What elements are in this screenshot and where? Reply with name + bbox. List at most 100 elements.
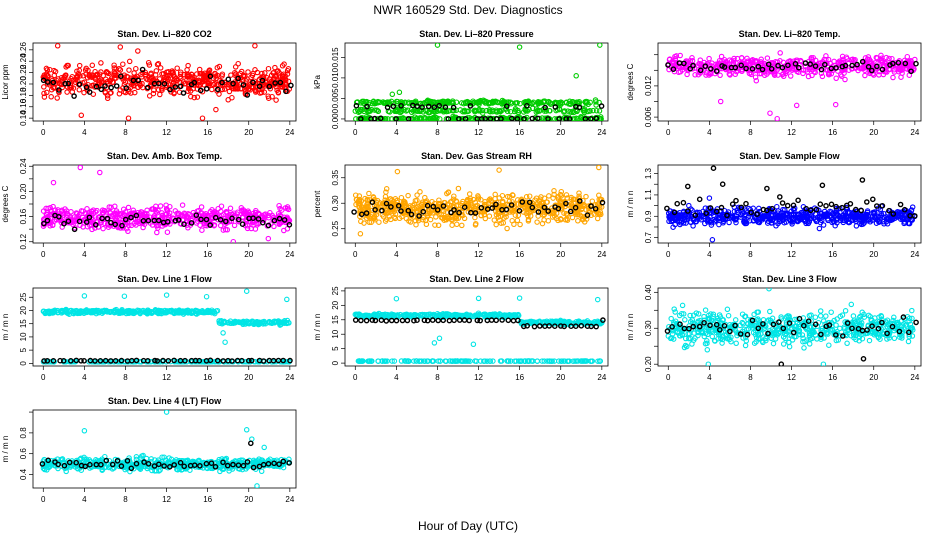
data-point [500,100,507,107]
data-point [732,216,739,223]
hourly-point [225,76,232,83]
hourly-point [563,200,569,207]
data-point [93,309,99,315]
hourly-point [489,205,496,211]
hourly-point [419,104,425,110]
data-point [706,195,713,201]
data-point [50,222,56,228]
data-point [516,44,523,50]
data-point [366,108,372,115]
data-point [235,319,242,325]
hourly-point [235,216,242,223]
data-point [827,60,833,67]
data-point [805,73,812,80]
data-point [153,308,159,314]
hourly-point [493,201,499,208]
hourly-point [702,63,709,69]
data-point [844,215,850,221]
data-point [115,359,122,365]
hourly-point [287,357,293,364]
x-tick-label: 16 [515,250,524,259]
hourly-point [155,217,162,224]
y-tick-label: 20 [331,300,340,309]
hourly-point [508,202,515,208]
data-point [138,74,145,80]
data-point [209,214,215,221]
x-tick-label: 4 [394,250,399,259]
data-point [570,109,577,116]
data-point [434,43,441,48]
hourly-point [690,62,696,69]
data-point [65,62,71,69]
hourly-point [259,77,266,84]
data-point [509,199,516,205]
data-point [465,197,471,204]
hourly-point [172,84,179,90]
x-tick-label: 0 [666,128,671,137]
data-point [178,308,185,315]
hourly-point [119,222,125,229]
data-point [580,107,586,114]
hourly-point [519,199,526,205]
hourly-point [487,116,494,121]
data-point [285,206,292,213]
panel-y-label: percent [313,190,322,217]
data-point [212,310,218,317]
data-point [220,217,226,224]
x-tick-label: 16 [515,128,524,137]
hourly-point [721,64,728,70]
plot-frame [344,287,609,367]
data-point [209,309,215,316]
data-point [44,67,51,73]
data-point [157,203,164,209]
data-point [828,71,835,77]
data-point [525,218,532,224]
hourly-point [545,208,552,214]
data-point [83,309,90,316]
data-point [793,212,799,218]
data-point [81,79,88,85]
hourly-point [817,201,824,207]
y-tick-label: 0.25 [331,220,340,236]
data-points [665,50,919,121]
data-point [861,220,867,226]
data-point [554,116,560,121]
data-point [159,210,165,216]
data-point [853,223,860,229]
panel-y-label: Licor ppm [1,64,10,99]
x-tick-label: 24 [910,250,919,259]
hourly-point [164,218,171,225]
hourly-point [795,197,801,204]
hourly-point [813,206,820,213]
hourly-point [93,83,100,90]
data-point [716,212,723,218]
data-point [430,115,436,121]
data-point [108,89,114,96]
data-point [181,71,188,78]
data-point [359,98,365,105]
data-point [495,214,502,220]
data-point [163,202,169,208]
data-point [414,197,420,204]
hourly-point [198,216,204,223]
data-point [277,205,283,212]
data-point [458,100,465,106]
panel-4: Stan. Dev. Amb. Box Temp.degrees C0 4 8 12 1… [1,151,297,259]
hourly-point [384,104,391,111]
x-tick-label: 24 [597,128,606,137]
hourly-point [83,84,90,91]
data-point [395,116,402,121]
hourly-point [363,210,370,216]
data-point [251,321,257,328]
hourly-point [802,60,809,66]
data-point [284,296,290,303]
data-point [104,92,111,99]
x-tick-label: 24 [285,250,294,259]
hourly-point [140,217,147,224]
x-tick-label: 20 [244,373,253,382]
hourly-point [118,357,125,364]
x-tick-label: 24 [597,250,606,259]
data-points [352,43,605,121]
hourly-point [229,358,235,364]
data-point [123,310,130,317]
